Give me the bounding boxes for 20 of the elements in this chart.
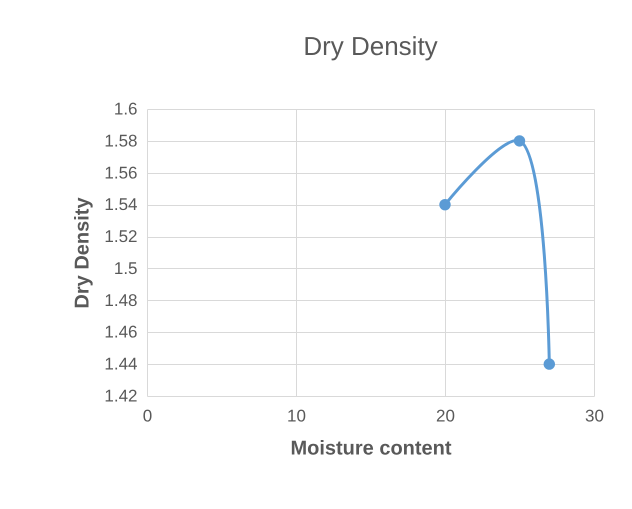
y-tick-label: 1.54 bbox=[104, 195, 138, 214]
point bbox=[544, 358, 555, 370]
x-axis-title: Moisture content bbox=[290, 438, 452, 460]
x-tick-label: 20 bbox=[436, 406, 455, 426]
y-tick-label: 1.44 bbox=[104, 354, 138, 374]
y-tick-label: 1.52 bbox=[104, 227, 138, 246]
y-tick-label: 1.58 bbox=[104, 131, 138, 150]
x-tick-label: 0 bbox=[142, 406, 152, 426]
y-tick-label: 1.42 bbox=[104, 386, 138, 406]
y-axis-title: Dry Density bbox=[71, 196, 94, 309]
y-tick-label: 1.5 bbox=[114, 258, 138, 278]
y-tick-label: 1.6 bbox=[114, 100, 138, 118]
x-tick-label: 10 bbox=[287, 406, 306, 426]
x-tick-label: 30 bbox=[585, 406, 604, 426]
chart-title: Dry Density bbox=[303, 31, 438, 61]
point bbox=[514, 135, 526, 147]
point bbox=[439, 198, 451, 210]
y-tick-label: 1.46 bbox=[104, 322, 138, 342]
y-tick-label: 1.56 bbox=[104, 163, 138, 182]
y-tick-label: 1.48 bbox=[104, 290, 138, 310]
